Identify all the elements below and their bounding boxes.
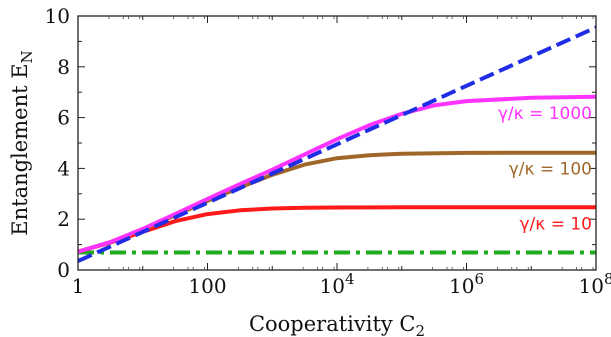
x-tick-label: 108 (579, 270, 611, 298)
x-tick-label: 1 (72, 274, 85, 298)
y-axis-title: Entanglement EN (8, 50, 36, 235)
y-tick-label: 0 (57, 258, 70, 282)
series-line-3 (78, 205, 596, 254)
y-tick-label: 10 (45, 4, 70, 28)
y-tick-label: 2 (57, 207, 70, 231)
x-axis-title: Cooperativity C2 (249, 312, 425, 337)
series-line-0 (78, 25, 596, 263)
curve-label-2: γ/κ = 100 (509, 160, 592, 180)
x-tick-label: 100 (188, 274, 226, 298)
series-line-1 (78, 94, 596, 254)
y-tick-label: 8 (57, 55, 70, 79)
curve-label-3: γ/κ = 10 (520, 214, 593, 234)
x-tick-label: 104 (320, 270, 355, 298)
curve-label-1: γ/κ = 1000 (498, 104, 592, 124)
y-tick-label: 4 (57, 156, 70, 180)
x-tick-label: 106 (449, 270, 484, 298)
y-tick-label: 6 (57, 106, 70, 130)
